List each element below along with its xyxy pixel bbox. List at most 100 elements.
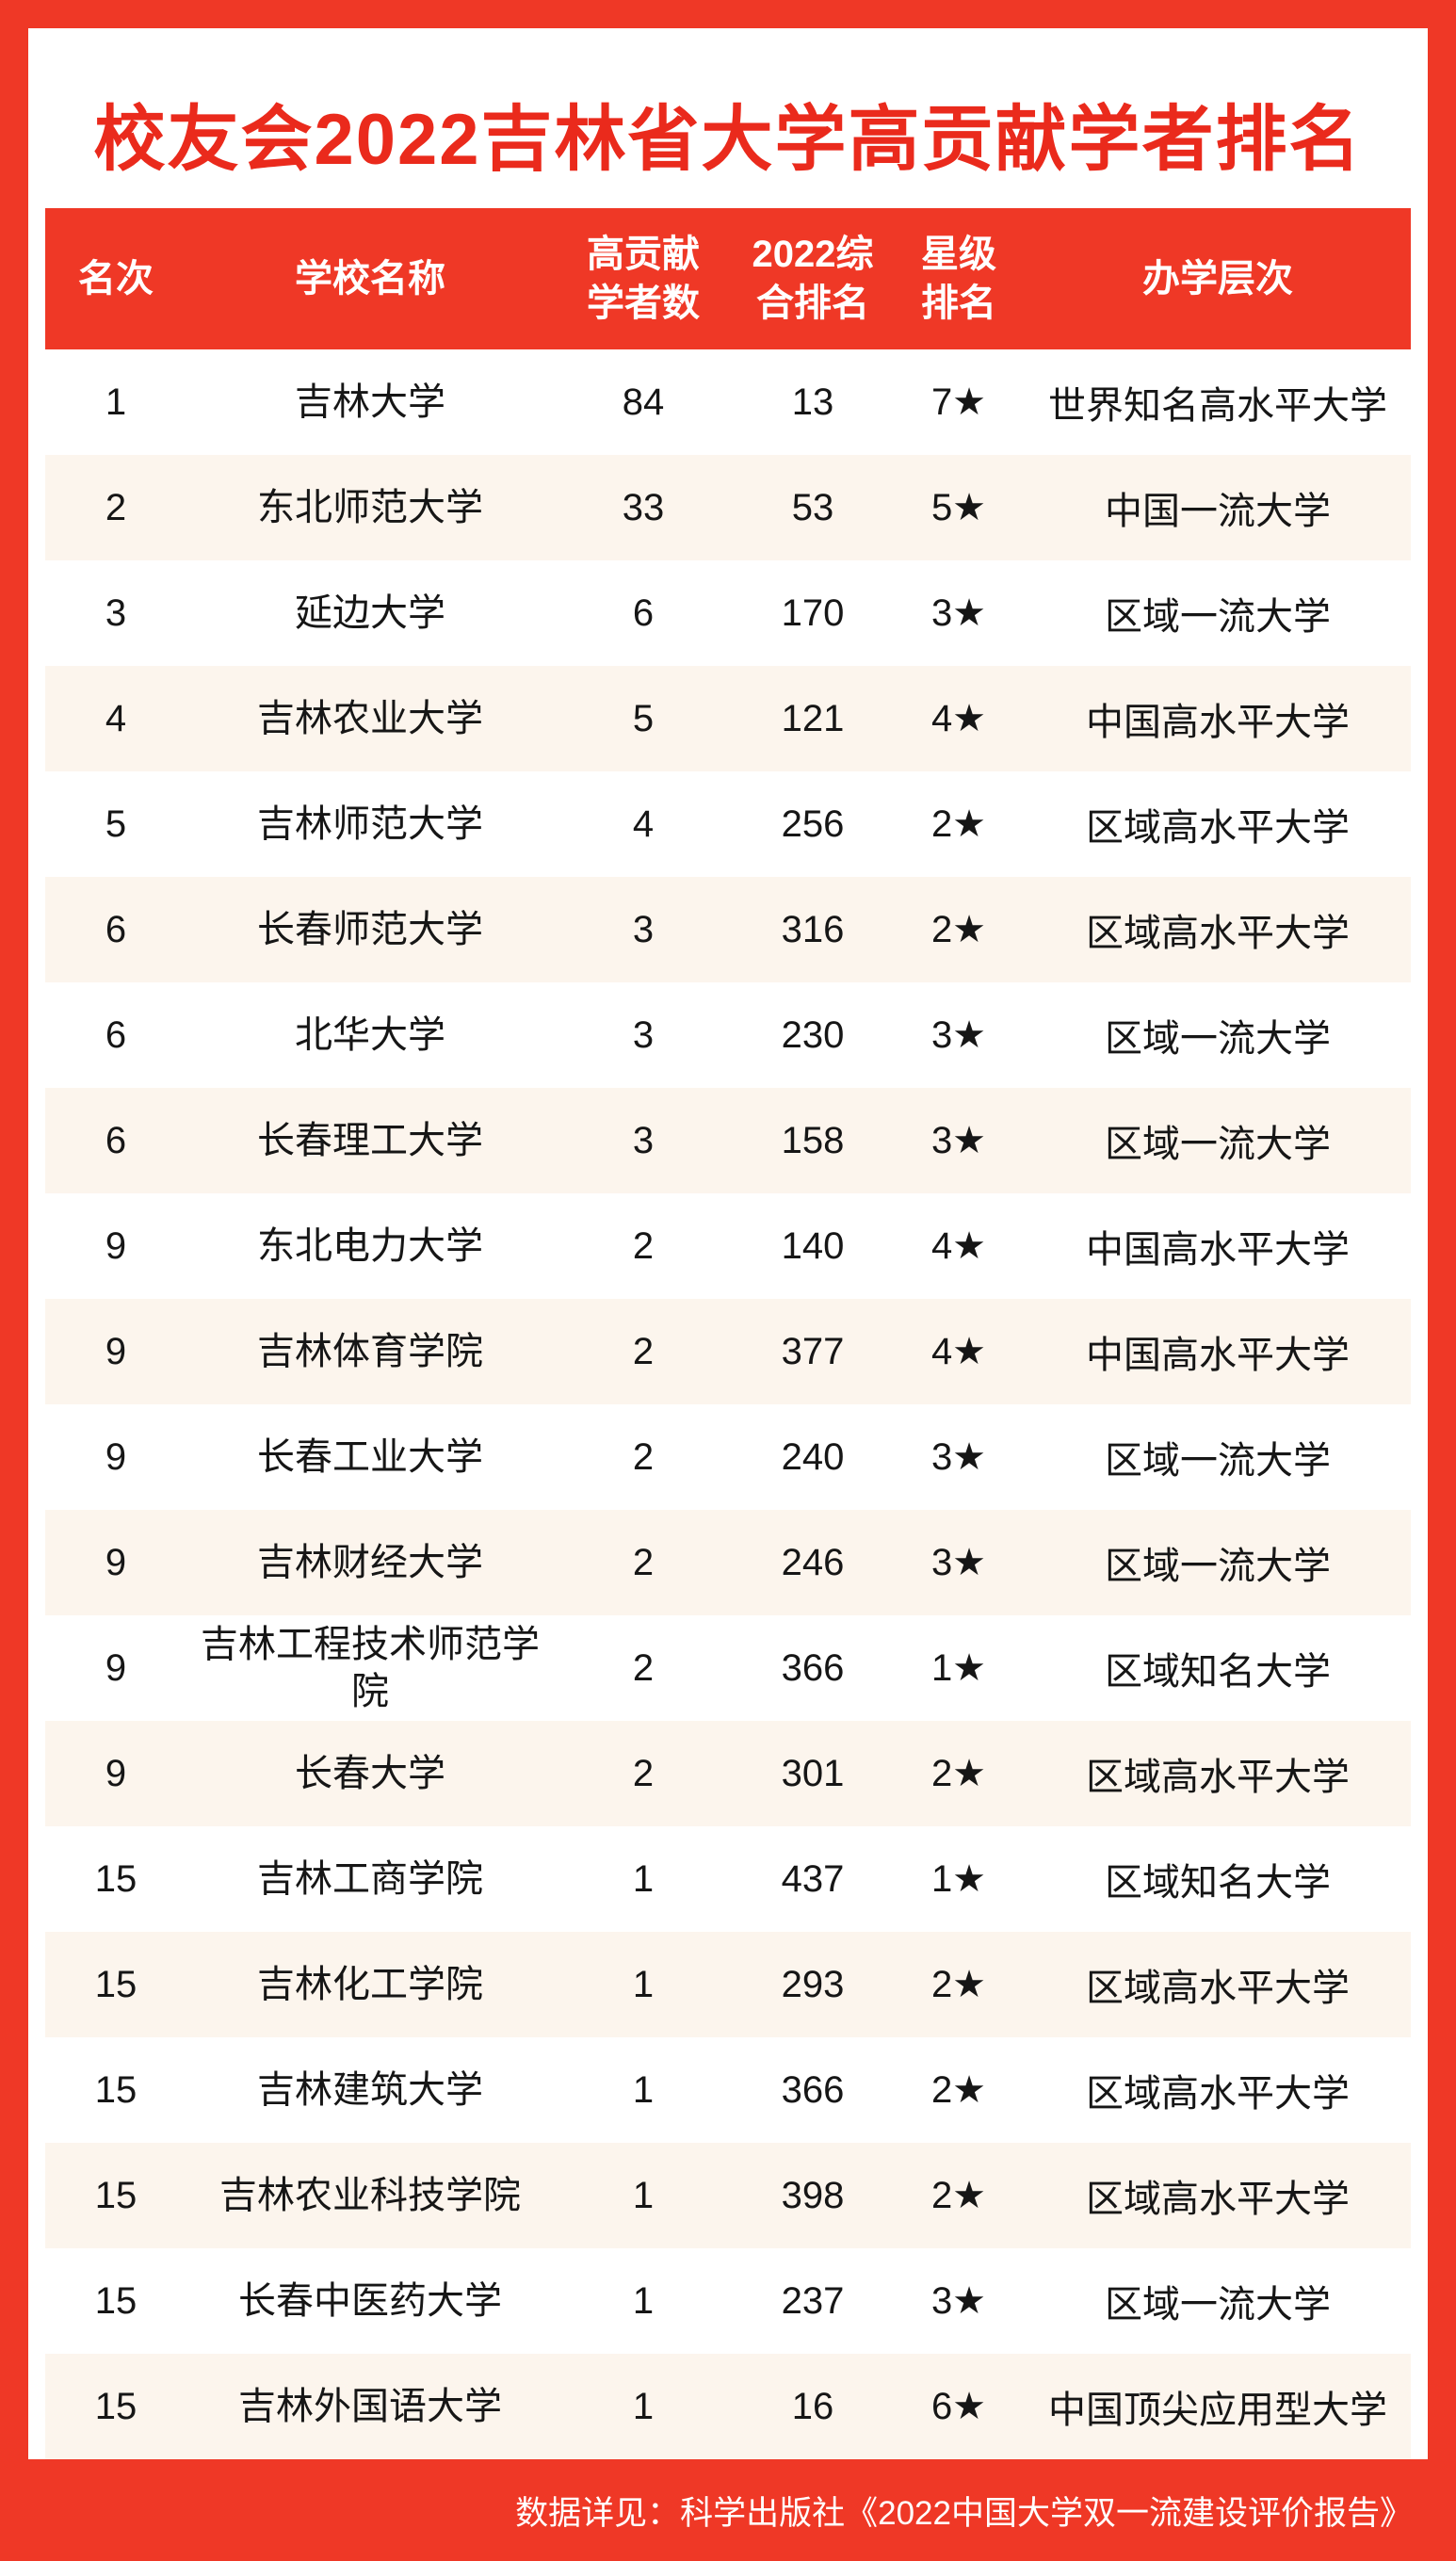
cell-rank: 9 [105,1541,127,1583]
cell-overall-rank: 437 [781,1857,845,1900]
cell-rank: 15 [94,2174,138,2216]
cell-star-rating: 3★ [930,592,987,634]
ranking-table: 名次 学校名称 高贡献 学者数 2022综 合排名 星级 排名 办学层次 1 吉… [45,208,1411,2459]
cell-level: 中国一流大学 [1105,491,1331,532]
cell-rank: 15 [94,1857,138,1900]
cell-rank: 9 [105,1752,127,1794]
cell-overall-rank: 158 [781,1119,845,1161]
cell-star-rating: 4★ [930,1331,987,1372]
cell-overall-rank: 170 [781,592,845,634]
table-row: 9 长春大学 2 301 2★ 区域高水平大学 [45,1721,1411,1826]
cell-star-rating: 5★ [930,487,987,528]
cell-level: 区域一流大学 [1105,1440,1331,1482]
cell-scholar-count: 2 [632,1330,655,1372]
cell-rank: 4 [105,697,127,739]
cell-school-name: 长春中医药大学 [238,2280,502,2322]
cell-school-name: 吉林建筑大学 [257,2069,483,2111]
cell-overall-rank: 16 [791,2385,834,2427]
cell-school-name: 吉林工商学院 [257,1858,483,1900]
header-overall-rank: 2022综 合排名 [752,234,874,324]
cell-level: 区域一流大学 [1105,596,1331,638]
cell-school-name: 吉林化工学院 [257,1964,483,2005]
table-body: 1 吉林大学 84 13 7★ 世界知名高水平大学 2 东北师范大学 33 53… [45,349,1411,2459]
cell-scholar-count: 1 [632,2174,655,2216]
content-card: 校友会2022吉林省大学高贡献学者排名 名次 学校名称 高贡献 学者数 2022… [28,28,1428,2459]
cell-overall-rank: 256 [781,802,845,845]
cell-level: 世界知名高水平大学 [1048,385,1387,427]
cell-school-name: 吉林农业科技学院 [219,2175,521,2216]
cell-scholar-count: 2 [632,1752,655,1794]
cell-star-rating: 2★ [930,1964,987,2005]
table-row: 15 吉林化工学院 1 293 2★ 区域高水平大学 [45,1932,1411,2037]
cell-overall-rank: 230 [781,1013,845,1056]
cell-level: 区域高水平大学 [1086,2179,1350,2220]
cell-level: 中国顶尖应用型大学 [1048,2390,1387,2431]
cell-rank: 9 [105,1330,127,1372]
cell-scholar-count: 1 [632,1857,655,1900]
cell-school-name: 延边大学 [295,592,445,634]
table-row: 6 长春师范大学 3 316 2★ 区域高水平大学 [45,877,1411,982]
table-row: 15 吉林外国语大学 1 16 6★ 中国顶尖应用型大学 [45,2354,1411,2459]
cell-school-name: 长春大学 [295,1753,445,1794]
cell-star-rating: 3★ [930,2280,987,2322]
cell-level: 区域高水平大学 [1086,807,1350,849]
cell-level: 中国高水平大学 [1086,1335,1350,1376]
cell-level: 区域知名大学 [1105,1862,1331,1904]
cell-level: 区域一流大学 [1105,1546,1331,1587]
cell-star-rating: 1★ [930,1858,987,1900]
header-school-name: 学校名称 [295,258,445,300]
cell-overall-rank: 246 [781,1541,845,1583]
cell-school-name: 长春工业大学 [257,1436,483,1478]
cell-level: 区域一流大学 [1105,2284,1331,2326]
cell-overall-rank: 366 [781,1646,845,1689]
cell-school-name: 东北师范大学 [257,487,483,528]
cell-school-name: 北华大学 [295,1014,445,1056]
cell-star-rating: 2★ [930,909,987,950]
cell-overall-rank: 237 [781,2279,845,2322]
cell-school-name: 吉林外国语大学 [238,2386,502,2427]
table-row: 9 吉林体育学院 2 377 4★ 中国高水平大学 [45,1299,1411,1404]
cell-rank: 15 [94,2068,138,2111]
cell-overall-rank: 377 [781,1330,845,1372]
table-row: 15 吉林工商学院 1 437 1★ 区域知名大学 [45,1826,1411,1932]
cell-star-rating: 4★ [930,698,987,739]
cell-star-rating: 3★ [930,1542,987,1583]
table-row: 15 长春中医药大学 1 237 3★ 区域一流大学 [45,2248,1411,2354]
header-level: 办学层次 [1142,258,1293,300]
cell-rank: 3 [105,592,127,634]
cell-star-rating: 1★ [930,1647,987,1689]
cell-rank: 15 [94,2385,138,2427]
cell-star-rating: 4★ [930,1225,987,1267]
cell-school-name: 吉林体育学院 [257,1331,483,1372]
cell-level: 中国高水平大学 [1086,702,1350,743]
table-row: 4 吉林农业大学 5 121 4★ 中国高水平大学 [45,666,1411,771]
cell-rank: 6 [105,908,127,950]
cell-school-name: 吉林工程技术师范学院 [201,1624,540,1712]
cell-star-rating: 7★ [930,381,987,423]
cell-scholar-count: 3 [632,1013,655,1056]
cell-rank: 1 [105,381,127,423]
table-row: 2 东北师范大学 33 53 5★ 中国一流大学 [45,455,1411,560]
cell-overall-rank: 13 [791,381,834,423]
cell-overall-rank: 53 [791,486,834,528]
cell-scholar-count: 2 [632,1224,655,1267]
cell-school-name: 吉林农业大学 [257,698,483,739]
cell-scholar-count: 3 [632,908,655,950]
cell-star-rating: 3★ [930,1436,987,1478]
cell-rank: 9 [105,1646,127,1689]
cell-scholar-count: 2 [632,1435,655,1478]
cell-scholar-count: 1 [632,2385,655,2427]
cell-scholar-count: 6 [632,592,655,634]
cell-rank: 9 [105,1435,127,1478]
cell-rank: 5 [105,802,127,845]
cell-school-name: 吉林大学 [295,381,445,423]
cell-star-rating: 2★ [930,1753,987,1794]
cell-scholar-count: 4 [632,802,655,845]
cell-overall-rank: 240 [781,1435,845,1478]
cell-rank: 9 [105,1224,127,1267]
cell-level: 区域高水平大学 [1086,1757,1350,1798]
cell-rank: 15 [94,2279,138,2322]
cell-star-rating: 2★ [930,2069,987,2111]
cell-school-name: 东北电力大学 [257,1225,483,1267]
cell-level: 区域高水平大学 [1086,2073,1350,2115]
